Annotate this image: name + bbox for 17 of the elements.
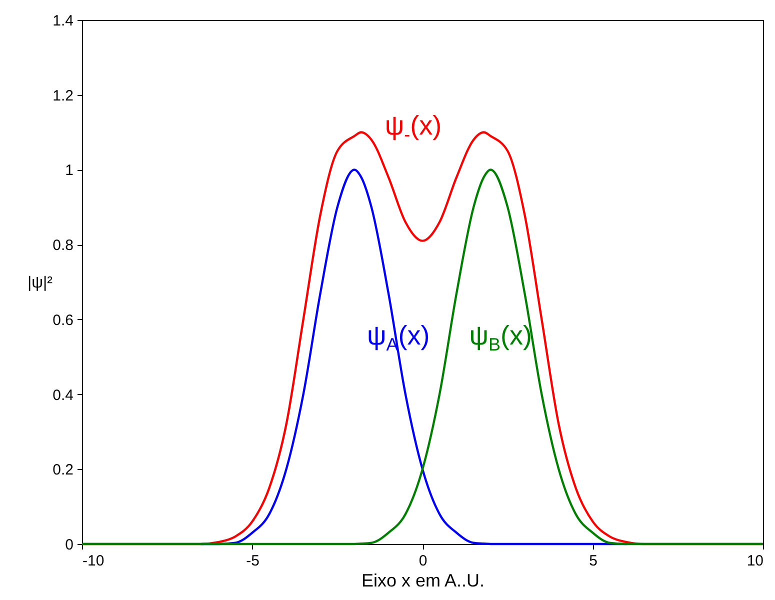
series-label: ψ$_{-}$(x) bbox=[384, 110, 442, 146]
y-tick-label: 0.4 bbox=[52, 386, 74, 404]
y-tick-label: 0 bbox=[65, 536, 74, 554]
x-axis-title: Eixo x em A..U. bbox=[361, 570, 485, 590]
x-tick-label: 0 bbox=[418, 552, 428, 570]
y-tick-label: 1.2 bbox=[52, 87, 74, 104]
y-tick-label: 0.8 bbox=[52, 237, 74, 254]
x-tick-label: 10 bbox=[746, 552, 764, 570]
y-axis-title: |ψ|² bbox=[27, 274, 54, 292]
x-tick-label: -5 bbox=[246, 552, 260, 570]
y-tick-label: 0.6 bbox=[52, 312, 74, 329]
x-tick-label: -10 bbox=[82, 552, 104, 570]
series-label: ψ$_{B}$(x) bbox=[469, 320, 532, 356]
x-tick-label: 5 bbox=[589, 552, 598, 570]
y-tick-label: 1 bbox=[65, 162, 74, 180]
y-tick-label: 1.4 bbox=[52, 12, 74, 30]
y-tick-label: 0.2 bbox=[52, 462, 74, 479]
